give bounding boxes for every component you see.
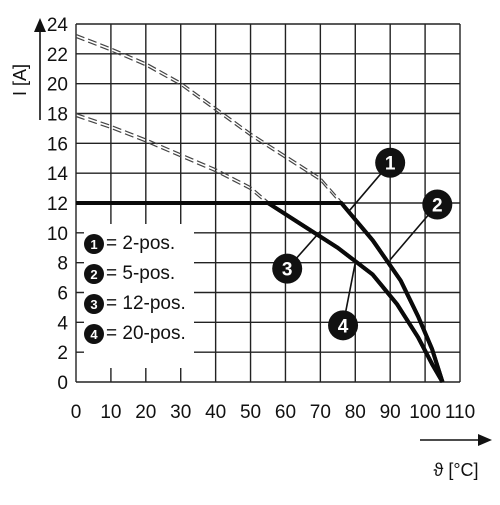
legend-item: 2 = 5-pos. xyxy=(84,262,175,286)
legend-label: = 20-pos. xyxy=(106,323,186,344)
legend-item: 4 = 20-pos. xyxy=(84,322,186,346)
derating-curve-dashed xyxy=(75,112,269,202)
curve-layer xyxy=(75,33,445,384)
series-line xyxy=(76,201,445,383)
x-tick-label: 110 xyxy=(445,402,475,423)
x-tick-label: 90 xyxy=(380,402,401,423)
legend-badge: 1 xyxy=(84,234,104,254)
tick-label-layer: 0 10 20 30 40 50 60 70 80 90 100 110024681012141618… xyxy=(47,15,475,423)
y-tick-label: 22 xyxy=(47,45,68,66)
legend-badge: 2 xyxy=(84,264,104,284)
callout-badge xyxy=(422,189,453,220)
y-tick-label: 2 xyxy=(57,343,68,364)
x-axis-arrow-head xyxy=(478,434,492,446)
y-tick-label: 10 xyxy=(47,224,68,245)
x-axis-label: ϑ [°C] xyxy=(433,460,478,480)
callout-layer: 1 2 3 4 xyxy=(272,147,453,341)
y-tick-label: 14 xyxy=(47,164,69,185)
callout-badge xyxy=(375,147,406,178)
x-tick-label: 20 xyxy=(135,402,156,423)
x-tick-label: 100 xyxy=(409,402,441,423)
derating-curve-dashed xyxy=(75,33,342,202)
y-tick-label: 20 xyxy=(47,75,68,96)
y-axis-arrow-head xyxy=(34,18,46,32)
grid-layer xyxy=(75,23,461,383)
y-tick-label: 16 xyxy=(47,134,68,155)
y-tick-label: 18 xyxy=(47,105,68,126)
y-tick-label: 0 xyxy=(57,373,68,394)
x-tick-label: 80 xyxy=(345,402,366,423)
legend-label: = 2-pos. xyxy=(106,233,176,254)
legend-badge: 3 xyxy=(84,294,104,314)
x-tick-label: 10 xyxy=(100,402,121,423)
y-tick-label: 12 xyxy=(47,194,68,215)
x-tick-label: 60 xyxy=(275,402,296,423)
legend-label: = 5-pos. xyxy=(106,263,176,284)
legend-badge: 4 xyxy=(84,324,104,344)
x-tick-label: 40 xyxy=(205,402,226,423)
x-tick-label: 0 xyxy=(71,402,82,423)
callout-badge-label: 3 xyxy=(282,260,293,281)
derating-curve-dashed xyxy=(75,36,342,205)
x-tick-label: 50 xyxy=(240,402,261,423)
legend-item: 3 = 12-pos. xyxy=(84,292,186,316)
x-tick-label: 30 xyxy=(170,402,191,423)
derating-curve-dashed xyxy=(75,115,269,205)
series-line xyxy=(76,201,445,384)
axis-layer xyxy=(34,18,492,446)
callout-badge-label: 2 xyxy=(432,195,443,216)
callout-badge-label: 1 xyxy=(385,154,396,175)
callout-badge-label: 4 xyxy=(338,316,349,337)
legend-label: = 12-pos. xyxy=(106,293,186,314)
chart-legend: 1 = 2-pos. 2 = 5-pos. 3 = 12-pos. 4 = 20… xyxy=(84,224,194,368)
y-tick-label: 6 xyxy=(57,284,68,305)
y-tick-label: 8 xyxy=(57,254,68,275)
y-tick-label: 4 xyxy=(57,313,68,334)
x-tick-label: 70 xyxy=(310,402,331,423)
callout-badge xyxy=(328,310,359,341)
y-tick-label: 24 xyxy=(47,15,69,36)
legend-item: 1 = 2-pos. xyxy=(84,232,175,256)
callout-badge xyxy=(272,253,303,284)
y-axis-label: I [A] xyxy=(10,64,30,96)
